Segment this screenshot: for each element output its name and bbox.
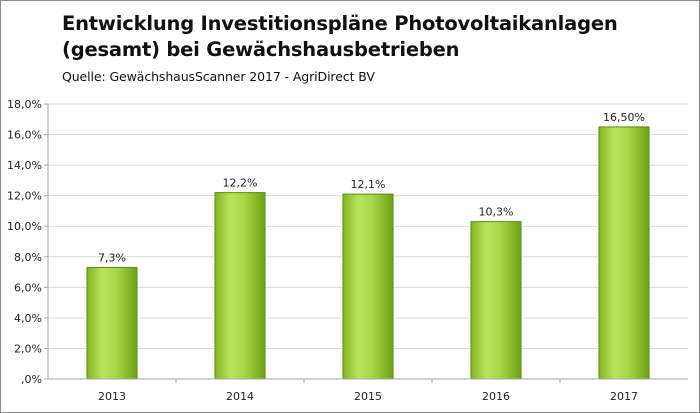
y-tick-label: 18,0% xyxy=(7,98,42,111)
y-tick-label: 10,0% xyxy=(7,220,42,233)
y-tick-label: 16,0% xyxy=(7,129,42,142)
y-axis: ,0% 2,0% 4,0% 6,0% 8,0% 10,0% 12,0% 14,0% 16,0% 1… xyxy=(7,98,49,386)
data-label-2017: 16,50% xyxy=(603,111,645,124)
y-tick-label: 6,0% xyxy=(14,281,42,294)
bar-2013 xyxy=(86,266,138,380)
x-tick-label: 2016 xyxy=(482,390,510,403)
y-tick-label: 14,0% xyxy=(7,159,42,172)
bar-2014 xyxy=(214,192,266,380)
x-tick-label: 2013 xyxy=(98,390,126,403)
y-tick-label: 4,0% xyxy=(14,312,42,325)
chart-title-line-2: (gesamt) bei Gewächshausbetrieben xyxy=(62,38,460,61)
x-tick-label: 2014 xyxy=(226,390,254,403)
data-labels: 7,3% 12,2% 12,1% 10,3% 16,50% xyxy=(98,111,645,265)
bar-2015 xyxy=(342,193,394,380)
y-tick-label: 12,0% xyxy=(7,190,42,203)
chart-title: Entwicklung Investitionspläne Photovolta… xyxy=(62,11,618,63)
data-label-2015: 12,1% xyxy=(351,178,386,191)
x-tick-label: 2017 xyxy=(610,390,638,403)
bar-2017 xyxy=(598,126,650,380)
x-tick-label: 2015 xyxy=(354,390,382,403)
chart-title-line-1: Entwicklung Investitionspläne Photovolta… xyxy=(62,12,618,35)
data-label-2016: 10,3% xyxy=(479,206,514,219)
data-label-2014: 12,2% xyxy=(223,177,258,190)
y-tick-label: 2,0% xyxy=(14,342,42,355)
chart-source: Quelle: GewächshausScanner 2017 - AgriDi… xyxy=(62,69,375,84)
data-label-2013: 7,3% xyxy=(98,251,126,264)
y-tick-label: 8,0% xyxy=(14,251,42,264)
bar-2016 xyxy=(470,221,522,380)
y-tick-label: ,0% xyxy=(21,373,42,386)
x-axis: 2013 2014 2015 2016 2017 xyxy=(48,378,688,403)
